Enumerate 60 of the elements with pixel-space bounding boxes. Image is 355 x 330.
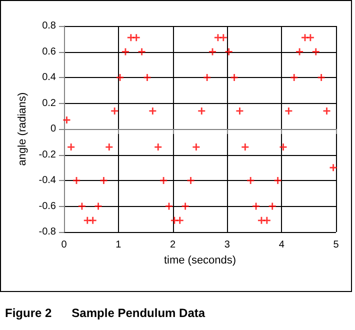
point [312, 48, 320, 56]
point [138, 48, 146, 56]
point [247, 177, 254, 184]
point [68, 144, 75, 151]
point [89, 216, 96, 224]
text: Figure 2 Sample Pendulum Data [5, 306, 206, 320]
x-axis-title: time (seconds) [164, 254, 236, 266]
point [106, 144, 113, 151]
point [144, 74, 151, 81]
point [160, 177, 168, 184]
point [274, 177, 282, 184]
x-tick-label: 2 [170, 240, 176, 250]
y-tick-label: 0.8 [42, 20, 56, 32]
point [154, 144, 162, 151]
x-tick-label: 4 [278, 240, 285, 250]
y-axis-title: angle (radians) [16, 92, 28, 166]
x-tick-label: 3 [224, 240, 230, 250]
point [242, 144, 249, 151]
point [192, 144, 200, 151]
point [187, 177, 194, 184]
point [225, 48, 232, 56]
point [204, 74, 211, 81]
x-tick-label: 5 [333, 240, 340, 250]
point [132, 34, 140, 42]
point [63, 116, 70, 124]
point [198, 107, 206, 114]
point [306, 34, 314, 42]
x-tick-label: 1 [116, 240, 122, 250]
point [263, 216, 270, 224]
point [220, 34, 227, 42]
point [94, 202, 102, 210]
point [323, 107, 330, 114]
y-tick-label: -0.6 [38, 200, 56, 212]
point [182, 202, 189, 210]
point [280, 144, 287, 151]
point [296, 48, 304, 56]
point [165, 202, 172, 210]
point [285, 107, 292, 114]
point [100, 177, 108, 184]
point [230, 74, 238, 81]
point [176, 216, 184, 224]
point [122, 48, 129, 56]
y-tick-label: 0.2 [42, 98, 56, 109]
point [268, 202, 276, 210]
point [330, 164, 337, 172]
y-tick-label: -0.2 [38, 149, 56, 160]
point [149, 107, 156, 114]
point [209, 48, 216, 56]
point [78, 202, 86, 210]
y-tick-label: 0.4 [42, 72, 56, 83]
x-tick-label: 0 [61, 240, 68, 250]
y-tick-label: -0.8 [38, 226, 56, 238]
point [111, 107, 118, 114]
point [236, 107, 244, 114]
point [252, 202, 260, 210]
y-tick-label: -0.4 [38, 175, 56, 186]
y-tick-label: 0 [50, 124, 56, 134]
point [318, 74, 325, 81]
point [290, 74, 298, 81]
y-tick-label: 0.6 [42, 46, 56, 58]
